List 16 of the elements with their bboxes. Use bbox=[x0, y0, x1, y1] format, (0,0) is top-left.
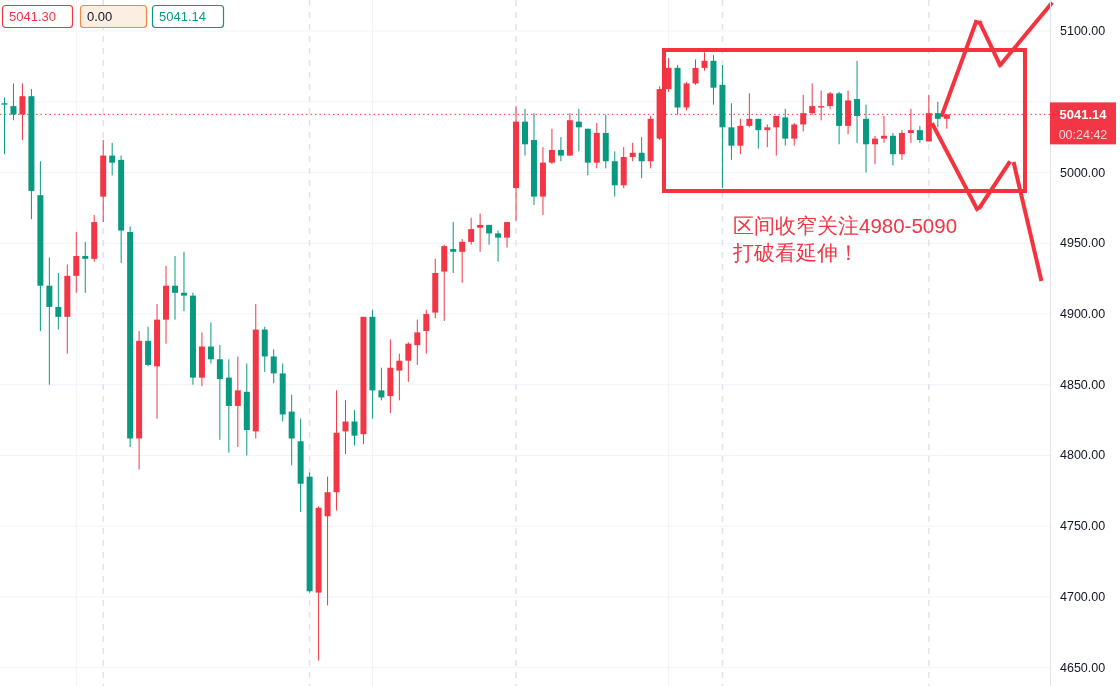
y-tick-label: 4700.00 bbox=[1060, 589, 1106, 604]
y-tick-label: 5000.00 bbox=[1060, 165, 1106, 180]
y-tick-label: 4650.00 bbox=[1060, 660, 1106, 675]
text: 00:24:42 bbox=[1058, 128, 1108, 143]
y-tick-label: 4900.00 bbox=[1060, 307, 1106, 321]
annotation: 5041.30 bbox=[9, 9, 56, 24]
y-tick-label: 4800.00 bbox=[1060, 448, 1106, 463]
y-tick-label: 4850.00 bbox=[1060, 377, 1106, 392]
annotation: 区间收窄关注4980-5090 bbox=[733, 214, 958, 237]
ref-line-label: 5041.14 bbox=[1059, 106, 1108, 122]
y-tick-label: 4950.00 bbox=[1060, 236, 1106, 251]
y-tick-label: 4750.00 bbox=[1060, 519, 1106, 534]
annotation: 打破看延伸！ bbox=[732, 241, 859, 264]
annotation: 5041.14 bbox=[159, 9, 206, 24]
y-tick-label: 5100.00 bbox=[1060, 24, 1106, 39]
annotation: 0.00 bbox=[87, 9, 113, 24]
